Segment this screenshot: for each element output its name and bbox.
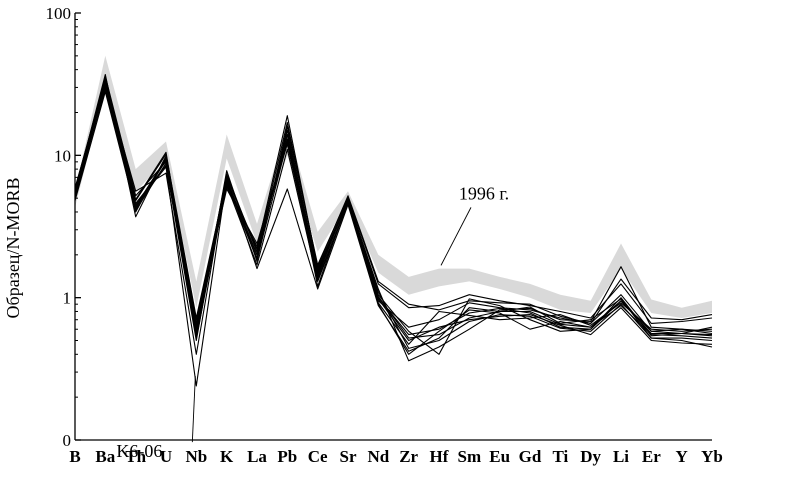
x-tick-label: Er xyxy=(642,447,661,466)
x-tick-label: K xyxy=(220,447,234,466)
x-tick-label: Nd xyxy=(367,447,389,466)
x-tick-label: Nb xyxy=(185,447,207,466)
sample-line-9 xyxy=(74,73,713,345)
x-tick-label: Th xyxy=(125,447,146,466)
y-tick-label: 1 xyxy=(63,289,72,308)
label-layer: B Ba Th U Nb K La Pb Ce Sr Nd Zr Hf Sm Eu Gd Ti Dy Li Er Y Yb… xyxy=(69,183,723,466)
sample-line-10 xyxy=(74,80,713,387)
y-axis-title: Образец/N-MORB xyxy=(3,178,23,319)
x-tick-label: Dy xyxy=(580,447,601,466)
annotation-label: K6-06 xyxy=(116,441,162,461)
y-tick-label: 10 xyxy=(54,146,71,165)
x-tick-label: Ti xyxy=(552,447,568,466)
x-tick-label: Zr xyxy=(399,447,418,466)
x-tick-label: La xyxy=(247,447,267,466)
x-tick-label: Li xyxy=(613,447,629,466)
x-tick-label: Pb xyxy=(277,447,297,466)
annotation-leader-line xyxy=(440,207,472,266)
sample-line-11 xyxy=(74,77,713,330)
x-tick-label: Ce xyxy=(308,447,328,466)
annotation-leader-line xyxy=(191,376,196,443)
x-tick-label: B xyxy=(69,447,80,466)
x-tick-label: Ba xyxy=(95,447,115,466)
y-tick-label: 100 xyxy=(46,4,72,23)
x-tick-label: Sr xyxy=(340,447,357,466)
y-tick-label: 0 xyxy=(63,431,72,450)
sample-line-12 xyxy=(74,88,713,339)
x-tick-label: Yb xyxy=(701,447,723,466)
x-tick-label: U xyxy=(160,447,172,466)
annotation-label: 1996 г. xyxy=(459,183,509,203)
series-layer xyxy=(74,73,713,387)
sample-line-7 xyxy=(74,82,713,362)
x-tick-label: Gd xyxy=(519,447,542,466)
x-tick-label: Y xyxy=(676,447,688,466)
x-tick-label: Hf xyxy=(430,447,449,466)
x-tick-label: Sm xyxy=(458,447,482,466)
x-tick-label: Eu xyxy=(489,447,510,466)
